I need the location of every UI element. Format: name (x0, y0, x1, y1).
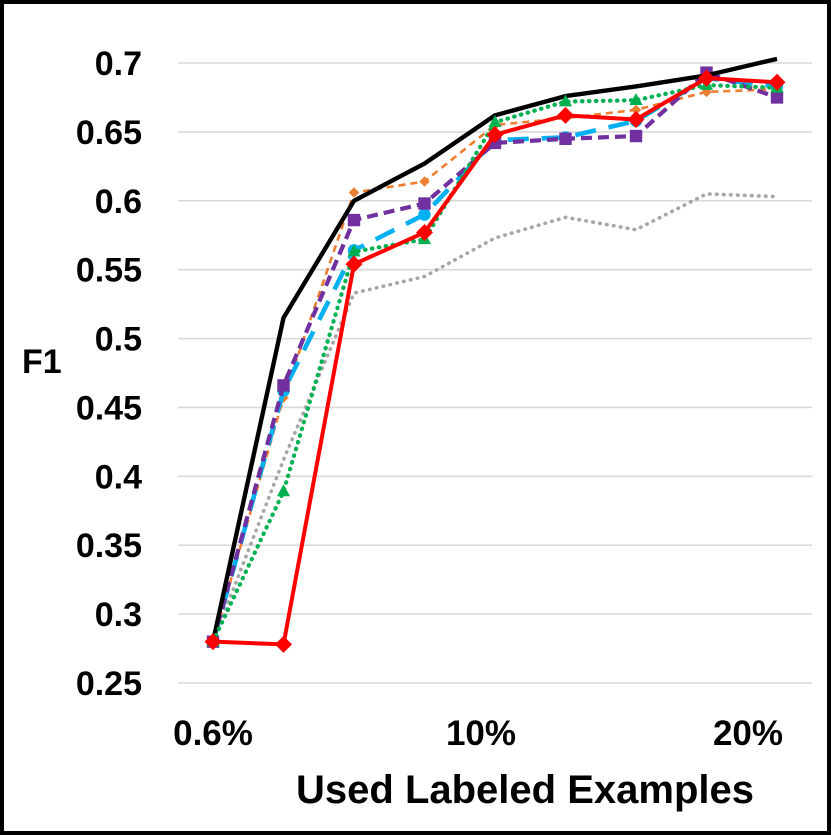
square-marker (629, 129, 643, 143)
triangle-marker (488, 115, 502, 128)
y-tick-label: 0.3 (95, 596, 142, 634)
y-tick-label: 0.5 (95, 321, 142, 359)
diamond-marker (698, 69, 715, 87)
diamond-small-marker (348, 187, 360, 198)
y-axis-title: F1 (22, 343, 62, 381)
diamond-marker (486, 126, 504, 144)
diamond-marker (345, 255, 363, 273)
y-tick-label: 0.35 (76, 527, 142, 565)
diamond-marker (416, 223, 433, 241)
y-tick-label: 0.55 (76, 252, 142, 290)
diamond-marker (768, 73, 786, 91)
x-tick-label: 0.6% (173, 714, 253, 753)
diamond-marker (275, 635, 292, 653)
y-tick-label: 0.65 (76, 114, 142, 152)
square-marker (347, 213, 361, 227)
y-tick-label: 0.45 (76, 389, 142, 427)
series-gray-dotted (211, 192, 779, 644)
triangle-marker (347, 244, 361, 257)
series-line (211, 192, 779, 644)
y-tick-label: 0.6 (95, 183, 142, 221)
triangle-marker (276, 484, 291, 497)
y-tick-label: 0.25 (76, 665, 142, 703)
square-marker (559, 132, 572, 145)
series-line (210, 70, 778, 643)
series-red-solid-diamond (204, 69, 786, 653)
square-marker (770, 91, 784, 104)
series-purple-dashed-square (206, 66, 784, 648)
diamond-marker (204, 633, 222, 651)
y-tick-labels: 0.25 0.3 0.35 0.4 0.45 0.5 0.55 0.6 0.65 0.7 (76, 45, 142, 703)
diamond-small-marker (419, 176, 430, 187)
x-axis-title: Used Labeled Examples (296, 768, 754, 812)
x-tick-label: 20% (713, 714, 783, 753)
circle-marker (418, 208, 431, 221)
diamond-marker (627, 110, 645, 128)
square-marker (418, 197, 431, 210)
diamond-marker (557, 106, 574, 124)
y-tick-label: 0.4 (95, 458, 142, 496)
triangle-marker (558, 94, 573, 107)
square-marker (277, 379, 290, 392)
x-tick-label: 10% (446, 714, 516, 753)
diamond-small-marker (630, 104, 642, 116)
y-tick-label: 0.7 (95, 45, 142, 83)
triangle-marker (629, 93, 643, 105)
x-tick-labels: 0.6% 10% 20% (173, 714, 783, 753)
series-line (212, 76, 778, 647)
